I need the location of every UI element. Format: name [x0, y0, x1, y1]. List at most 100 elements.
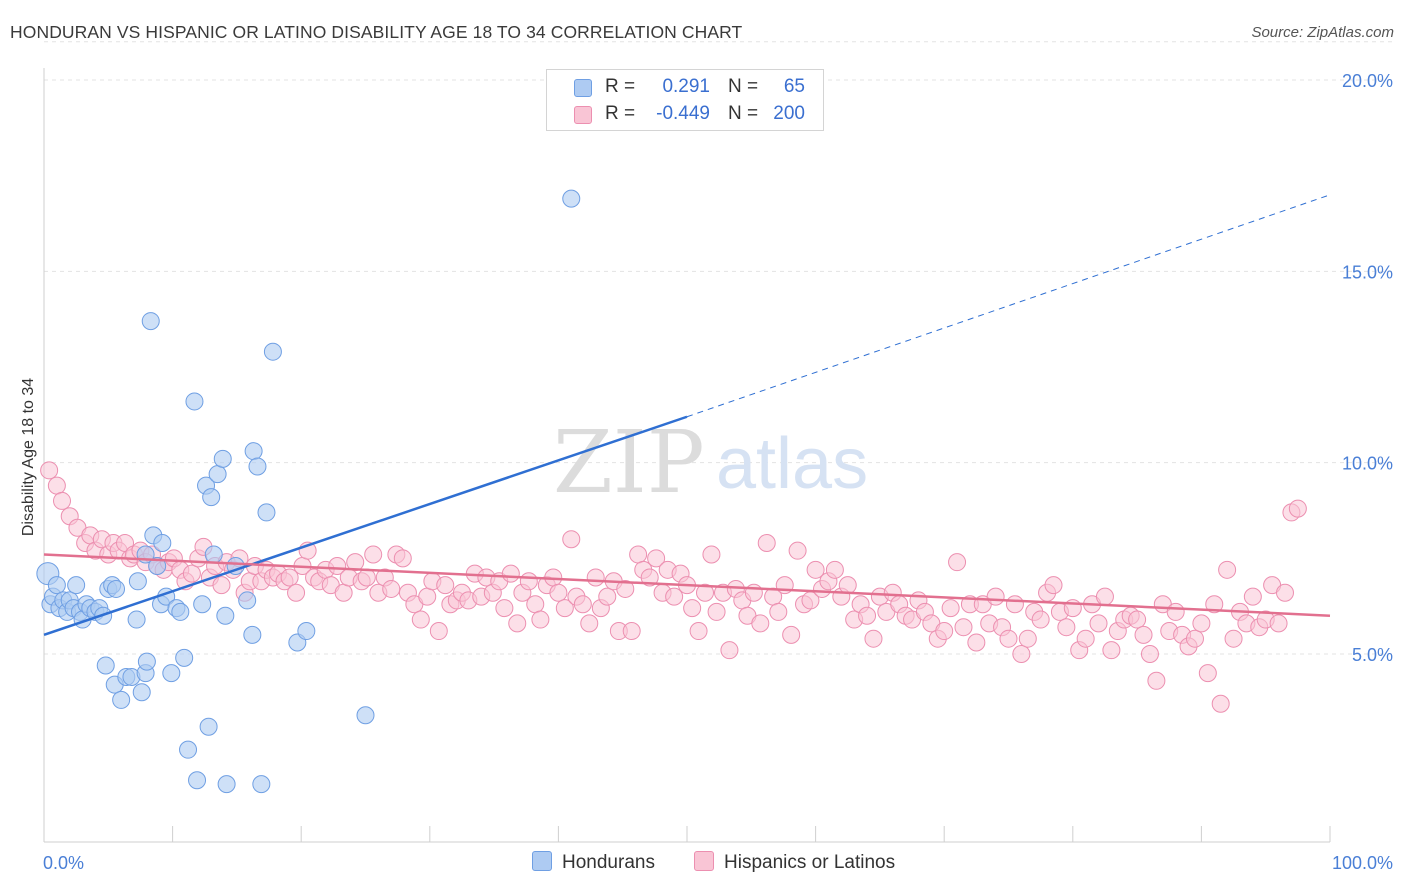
y-tick-label: 10.0% [1342, 454, 1393, 474]
hondurans-point [185, 392, 204, 411]
hispanics-point [838, 576, 857, 595]
hispanics-point [935, 622, 954, 641]
watermark: ZIP atlas [553, 413, 868, 513]
hondurans-point [244, 442, 263, 461]
hispanics-point [364, 545, 383, 564]
stats-row-hispanics: R = -0.449 N = 200 [547, 101, 823, 127]
y-tick-label: 15.0% [1342, 262, 1393, 282]
x-tick-label: 100.0% [1332, 853, 1393, 873]
hondurans-point [162, 664, 181, 683]
hispanics-point [1205, 595, 1224, 614]
hispanics-point [720, 641, 739, 660]
n-label: N = [728, 76, 759, 97]
hondurans-point [175, 648, 194, 667]
trend-lines [43, 194, 1331, 637]
hispanics-point [334, 583, 353, 602]
source-credit: Source: ZipAtlas.com [1251, 24, 1394, 41]
hispanics-point [182, 564, 201, 583]
hispanics-point [1218, 560, 1237, 579]
hondurans-point [127, 610, 146, 629]
hondurans-point [202, 488, 221, 507]
hispanics-point [573, 595, 592, 614]
hondurans-point [217, 775, 236, 794]
hispanics-point [1140, 645, 1159, 663]
hondurans-point [297, 622, 316, 641]
hispanics-point [1031, 610, 1050, 629]
hondurans-point [193, 595, 212, 614]
hispanics-point [519, 572, 538, 591]
hispanics-point [508, 614, 527, 633]
hispanics-point [769, 602, 788, 621]
r-value-hispanics: -0.449 [656, 103, 710, 124]
hispanics-point [328, 556, 347, 575]
hondurans-point [356, 706, 375, 725]
hispanics-point [287, 583, 306, 602]
hispanics-point [501, 564, 520, 583]
hispanics-point [806, 560, 825, 579]
hondurans-point [171, 602, 190, 621]
hispanics-point [954, 618, 973, 637]
hondurans-point [132, 683, 151, 702]
hondurans-point [188, 771, 207, 790]
hispanics-point [526, 595, 545, 614]
hispanics-point [1134, 625, 1153, 644]
hispanics-point [1269, 614, 1288, 633]
hispanics-point [1224, 629, 1243, 648]
hondurans-point [107, 579, 126, 598]
hispanics-point [1198, 664, 1217, 683]
hondurans-swatch [574, 79, 592, 97]
hispanics-point [1211, 694, 1230, 713]
hispanics-point [1128, 610, 1147, 629]
watermark-atlas: atlas [716, 424, 868, 504]
hispanics-point [751, 614, 770, 633]
chart-title: HONDURAN VS HISPANIC OR LATINO DISABILIT… [10, 22, 743, 42]
hispanics-point [586, 568, 605, 587]
hispanics-point [1076, 629, 1095, 648]
hondurans-point [208, 465, 227, 484]
hispanics-point [495, 599, 514, 618]
hispanics-legend-swatch [694, 851, 714, 871]
watermark-zip: ZIP [553, 413, 705, 513]
hispanics-point [1012, 645, 1031, 663]
hondurans-point [238, 591, 257, 610]
hispanics-point [782, 625, 801, 644]
hispanics-point [357, 568, 376, 587]
hispanics-point [616, 579, 635, 598]
hispanics-point [1044, 576, 1063, 595]
hispanics-point [436, 576, 455, 595]
hondurans-point [252, 775, 271, 794]
hispanics-point [1089, 614, 1108, 633]
hispanics-point [562, 530, 581, 549]
stats-row-hondurans: R = 0.291 N = 65 [547, 74, 823, 100]
hispanics-point [757, 534, 776, 553]
y-tick-label: 20.0% [1342, 71, 1393, 91]
hondurans-point [213, 449, 232, 468]
hondurans-point [199, 717, 218, 736]
hispanics-point [382, 579, 401, 598]
hispanics-point [647, 549, 666, 568]
hispanics-swatch [574, 106, 592, 124]
hispanics-point [689, 622, 708, 641]
hispanics-point [1185, 629, 1204, 648]
hondurans-trend-line [43, 415, 688, 637]
hispanics-point [1005, 595, 1024, 614]
hondurans-point [179, 740, 198, 759]
hispanics-point [1166, 602, 1185, 621]
r-label: R = [605, 76, 636, 97]
x-tick-label: 0.0% [43, 853, 84, 873]
hispanics-point [1275, 583, 1294, 602]
hispanics-point [665, 587, 684, 606]
hondurans-point [67, 576, 86, 595]
hondurans-point [562, 189, 581, 208]
hispanics-point [531, 610, 550, 629]
hispanics-point [1243, 587, 1262, 606]
legend-item-hondurans[interactable]: Hondurans [532, 851, 655, 874]
hondurans-point [128, 572, 147, 591]
series-hondurans [36, 189, 581, 794]
y-tick-label: 5.0% [1352, 645, 1393, 665]
hondurans-point [248, 457, 267, 476]
hispanics-point [707, 602, 726, 621]
legend-item-hispanics[interactable]: Hispanics or Latinos [694, 851, 895, 874]
hispanics-point [825, 560, 844, 579]
hispanics-point [580, 614, 599, 633]
